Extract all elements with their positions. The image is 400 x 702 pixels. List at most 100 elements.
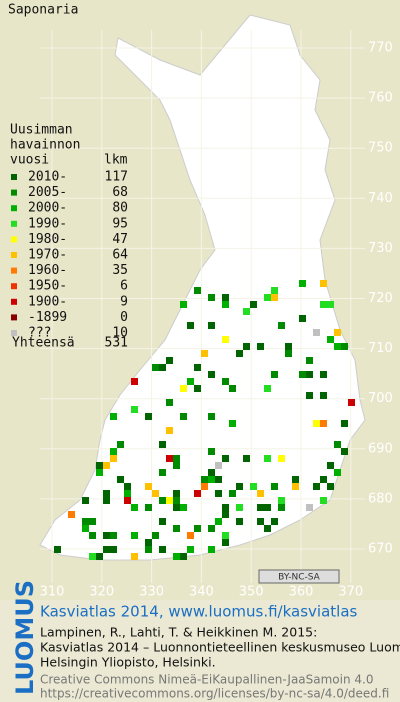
occurrence-square bbox=[201, 350, 208, 357]
occurrence-square bbox=[117, 476, 124, 483]
occurrence-square bbox=[341, 420, 348, 427]
occurrence-square bbox=[299, 371, 306, 378]
occurrence-square bbox=[243, 343, 250, 350]
occurrence-square bbox=[187, 378, 194, 385]
occurrence-square bbox=[124, 497, 131, 504]
occurrence-square bbox=[222, 301, 229, 308]
occurrence-square bbox=[110, 448, 117, 455]
occurrence-square bbox=[208, 294, 215, 301]
license-line: https://creativecommons.org/licenses/by-… bbox=[40, 687, 389, 701]
occurrence-square bbox=[96, 462, 103, 469]
occurrence-square bbox=[334, 441, 341, 448]
occurrence-square bbox=[173, 490, 180, 497]
occurrence-square bbox=[264, 294, 271, 301]
occurrence-square bbox=[320, 476, 327, 483]
occurrence-square bbox=[173, 504, 180, 511]
occurrence-square bbox=[159, 497, 166, 504]
occurrence-square bbox=[110, 546, 117, 553]
occurrence-square bbox=[236, 504, 243, 511]
occurrence-square bbox=[320, 420, 327, 427]
occurrence-square bbox=[208, 469, 215, 476]
legend-heading: Uusimman bbox=[10, 123, 73, 138]
occurrence-square bbox=[292, 476, 299, 483]
legend-label: 1960- bbox=[28, 263, 67, 278]
legend-swatch bbox=[11, 283, 17, 290]
occurrence-square bbox=[215, 462, 222, 469]
legend-label: 1990- bbox=[28, 216, 67, 231]
occurrence-square bbox=[208, 476, 215, 483]
occurrence-square bbox=[82, 525, 89, 532]
occurrence-square bbox=[68, 511, 75, 518]
occurrence-square bbox=[110, 413, 117, 420]
occurrence-square bbox=[271, 483, 278, 490]
occurrence-square bbox=[313, 483, 320, 490]
x-tick-label: 370 bbox=[338, 585, 363, 600]
occurrence-square bbox=[159, 469, 166, 476]
legend-count: 68 bbox=[112, 185, 128, 200]
citation-line: Lampinen, R., Lahti, T. & Heikkinen M. 2… bbox=[40, 625, 317, 640]
occurrence-square bbox=[131, 532, 138, 539]
occurrence-square bbox=[124, 490, 131, 497]
occurrence-square bbox=[236, 518, 243, 525]
occurrence-square bbox=[243, 455, 250, 462]
occurrence-square bbox=[103, 546, 110, 553]
legend-count: 10 bbox=[112, 326, 128, 341]
occurrence-square bbox=[222, 294, 229, 301]
occurrence-square bbox=[96, 469, 103, 476]
occurrence-square bbox=[166, 455, 173, 462]
occurrence-square bbox=[299, 280, 306, 287]
occurrence-square bbox=[110, 455, 117, 462]
occurrence-square bbox=[222, 378, 229, 385]
occurrence-square bbox=[82, 518, 89, 525]
occurrence-square bbox=[222, 511, 229, 518]
legend-label: 2000- bbox=[28, 201, 67, 216]
occurrence-square bbox=[320, 371, 327, 378]
occurrence-square bbox=[236, 350, 243, 357]
legend-total: 531 bbox=[105, 336, 128, 351]
occurrence-square bbox=[222, 455, 229, 462]
occurrence-square bbox=[327, 336, 334, 343]
legend-swatch bbox=[11, 205, 17, 212]
occurrence-square bbox=[278, 504, 285, 511]
y-tick-label: 730 bbox=[368, 241, 393, 256]
y-tick-label: 720 bbox=[368, 291, 393, 306]
occurrence-square bbox=[257, 343, 264, 350]
occurrence-square bbox=[327, 483, 334, 490]
occurrence-square bbox=[103, 490, 110, 497]
x-tick-label: 360 bbox=[289, 585, 314, 600]
legend-label: 1980- bbox=[28, 232, 67, 247]
legend-count-heading: lkm bbox=[104, 153, 128, 168]
occurrence-square bbox=[215, 490, 222, 497]
occurrence-square bbox=[173, 525, 180, 532]
occurrence-square bbox=[334, 343, 341, 350]
occurrence-square bbox=[271, 371, 278, 378]
occurrence-square bbox=[110, 532, 117, 539]
occurrence-square bbox=[103, 497, 110, 504]
occurrence-square bbox=[145, 539, 152, 546]
license-badge bbox=[258, 569, 340, 584]
occurrence-square bbox=[208, 448, 215, 455]
occurrence-square bbox=[194, 385, 201, 392]
occurrence-square bbox=[222, 539, 229, 546]
occurrence-square bbox=[89, 532, 96, 539]
legend-heading: vuosi bbox=[10, 153, 49, 168]
x-tick-label: 310 bbox=[40, 585, 65, 600]
occurrence-square bbox=[152, 364, 159, 371]
y-tick-label: 760 bbox=[368, 91, 393, 106]
occurrence-square bbox=[271, 518, 278, 525]
occurrence-square bbox=[89, 553, 96, 560]
occurrence-square bbox=[208, 546, 215, 553]
legend-count: 47 bbox=[112, 232, 128, 247]
occurrence-square bbox=[334, 469, 341, 476]
occurrence-square bbox=[145, 504, 152, 511]
occurrence-square bbox=[194, 490, 201, 497]
license-badge-text: BY-NC-SA bbox=[278, 573, 321, 583]
legend-count: 117 bbox=[105, 170, 128, 185]
legend-label: ??? bbox=[28, 326, 51, 341]
occurrence-square bbox=[250, 301, 257, 308]
occurrence-square bbox=[320, 301, 327, 308]
legend-swatch bbox=[11, 330, 17, 336]
occurrence-square bbox=[201, 476, 208, 483]
legend-heading: havainnon bbox=[10, 138, 80, 153]
occurrence-square bbox=[250, 483, 257, 490]
